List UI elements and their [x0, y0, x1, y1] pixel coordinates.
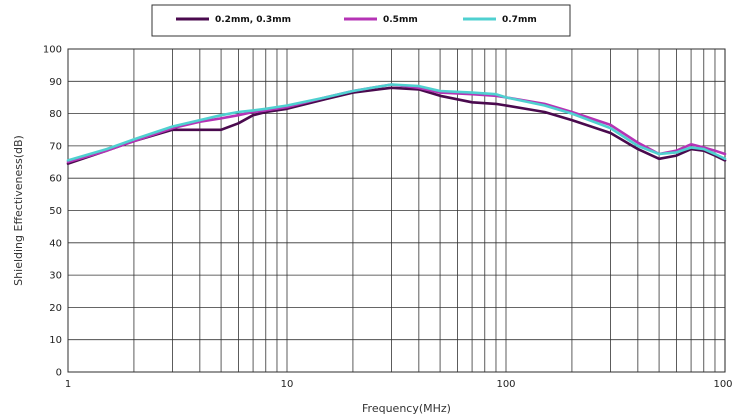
y-axis-title: Shielding Effectiveness(dB) — [12, 135, 25, 286]
series-line-2 — [66, 83, 727, 162]
y-tick-labels: 0 10 20 30 40 50 60 70 80 90 100 — [43, 45, 62, 379]
x-axis-title: Frequency(MHz) — [362, 402, 451, 415]
y-tick-label: 30 — [49, 271, 62, 282]
y-tick-label: 0 — [56, 368, 62, 379]
x-tick-label: 1 — [65, 379, 71, 390]
x-tick-label: 100 — [713, 379, 732, 390]
series-line-0 — [66, 86, 727, 165]
y-tick-label: 40 — [49, 238, 62, 249]
y-tick-label: 60 — [49, 174, 62, 185]
y-tick-label: 50 — [49, 206, 62, 217]
legend-label: 0.5mm — [383, 15, 418, 25]
legend: 0.2mm, 0.3mm 0.5mm 0.7mm — [151, 4, 571, 37]
y-tick-label: 90 — [49, 77, 62, 88]
legend-label: 0.2mm, 0.3mm — [215, 15, 291, 25]
y-tick-label: 20 — [49, 303, 62, 314]
y-tick-label: 80 — [49, 109, 62, 120]
legend-label: 0.7mm — [502, 15, 537, 25]
y-tick-label: 10 — [49, 335, 62, 346]
x-tick-label: 100 — [496, 379, 515, 390]
x-tick-labels: 1 10 100 100 — [65, 379, 733, 390]
y-tick-label: 70 — [49, 141, 62, 152]
series-line-1 — [66, 83, 727, 164]
series-lines — [66, 83, 727, 165]
x-tick-label: 10 — [281, 379, 294, 390]
y-tick-label: 100 — [43, 45, 62, 56]
grid — [67, 48, 726, 373]
